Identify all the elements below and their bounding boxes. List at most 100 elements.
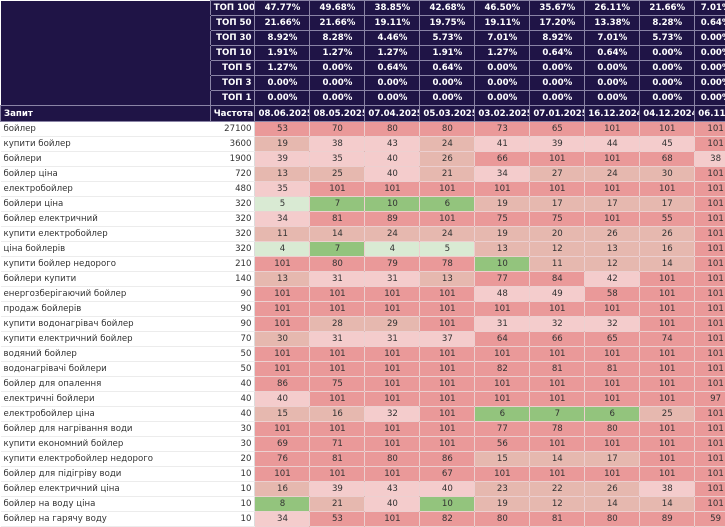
position-cell[interactable]: 101 [365, 362, 420, 377]
position-cell[interactable]: 17 [640, 197, 695, 212]
header-frequency[interactable]: Частота [210, 106, 255, 122]
position-cell[interactable]: 64 [475, 332, 530, 347]
position-cell[interactable]: 17 [585, 452, 640, 467]
frequency-cell[interactable]: 10 [210, 482, 255, 497]
position-cell[interactable]: 101 [475, 182, 530, 197]
top-stat-value[interactable]: 7.01% [695, 1, 725, 16]
top-stat-value[interactable]: 7.01% [475, 31, 530, 46]
position-cell[interactable]: 101 [640, 377, 695, 392]
top-stat-value[interactable]: 0.64% [695, 16, 725, 31]
position-cell[interactable]: 101 [255, 362, 310, 377]
top-stat-value[interactable]: 0.00% [640, 91, 695, 106]
position-cell[interactable]: 5 [255, 197, 310, 212]
top-stat-value[interactable]: 0.00% [585, 76, 640, 91]
frequency-cell[interactable]: 30 [210, 437, 255, 452]
header-date[interactable]: 16.12.2024 [585, 106, 640, 122]
frequency-cell[interactable]: 40 [210, 377, 255, 392]
position-cell[interactable]: 13 [420, 272, 475, 287]
position-cell[interactable]: 101 [420, 437, 475, 452]
position-cell[interactable]: 101 [420, 362, 475, 377]
position-cell[interactable]: 101 [695, 497, 725, 512]
position-cell[interactable]: 101 [695, 317, 725, 332]
position-cell[interactable]: 66 [475, 152, 530, 167]
position-cell[interactable]: 101 [530, 377, 585, 392]
position-cell[interactable]: 101 [420, 212, 475, 227]
position-cell[interactable]: 66 [530, 332, 585, 347]
position-cell[interactable]: 86 [255, 377, 310, 392]
position-cell[interactable]: 101 [640, 392, 695, 407]
top-stat-value[interactable]: 46.50% [475, 1, 530, 16]
top-stat-value[interactable]: 0.64% [420, 61, 475, 76]
position-cell[interactable]: 73 [475, 122, 530, 137]
position-cell[interactable]: 19 [475, 197, 530, 212]
header-date[interactable]: 08.06.2025 [255, 106, 310, 122]
keyword-cell[interactable]: купити бойлер [1, 137, 211, 152]
position-cell[interactable]: 101 [585, 122, 640, 137]
position-cell[interactable]: 43 [365, 482, 420, 497]
position-cell[interactable]: 101 [585, 182, 640, 197]
position-cell[interactable]: 101 [310, 422, 365, 437]
position-cell[interactable]: 30 [640, 167, 695, 182]
position-cell[interactable]: 78 [420, 257, 475, 272]
position-cell[interactable]: 67 [420, 467, 475, 482]
frequency-cell[interactable]: 1900 [210, 152, 255, 167]
position-cell[interactable]: 101 [640, 272, 695, 287]
position-cell[interactable]: 101 [695, 212, 725, 227]
frequency-cell[interactable]: 30 [210, 422, 255, 437]
position-cell[interactable]: 31 [310, 272, 365, 287]
position-cell[interactable]: 101 [365, 422, 420, 437]
top-stat-value[interactable]: 0.00% [585, 91, 640, 106]
position-cell[interactable]: 14 [640, 497, 695, 512]
top-stat-value[interactable]: 0.00% [695, 46, 725, 61]
position-cell[interactable]: 101 [640, 347, 695, 362]
position-cell[interactable]: 71 [310, 437, 365, 452]
top-stat-value[interactable]: 0.00% [585, 61, 640, 76]
position-cell[interactable]: 34 [255, 212, 310, 227]
position-cell[interactable]: 101 [585, 212, 640, 227]
position-cell[interactable]: 101 [475, 347, 530, 362]
position-cell[interactable]: 101 [695, 377, 725, 392]
position-cell[interactable]: 40 [365, 152, 420, 167]
position-cell[interactable]: 26 [420, 152, 475, 167]
top-stat-value[interactable]: 0.00% [640, 46, 695, 61]
position-cell[interactable]: 80 [585, 512, 640, 527]
position-cell[interactable]: 38 [695, 152, 725, 167]
position-cell[interactable]: 101 [585, 437, 640, 452]
position-cell[interactable]: 59 [695, 512, 725, 527]
position-cell[interactable]: 101 [585, 347, 640, 362]
top-stat-value[interactable]: 21.66% [255, 16, 310, 31]
position-cell[interactable]: 39 [310, 482, 365, 497]
position-cell[interactable]: 19 [255, 137, 310, 152]
header-date[interactable]: 06.11.24 [695, 106, 725, 122]
top-stat-value[interactable]: 17.20% [530, 16, 585, 31]
position-cell[interactable]: 26 [640, 227, 695, 242]
position-cell[interactable]: 101 [585, 377, 640, 392]
position-cell[interactable]: 101 [310, 347, 365, 362]
position-cell[interactable]: 43 [365, 137, 420, 152]
position-cell[interactable]: 78 [530, 422, 585, 437]
position-cell[interactable]: 101 [585, 467, 640, 482]
position-cell[interactable]: 17 [530, 197, 585, 212]
top-stat-value[interactable]: 4.46% [365, 31, 420, 46]
top-stat-value[interactable]: 49.68% [310, 1, 365, 16]
frequency-cell[interactable]: 90 [210, 302, 255, 317]
top-stat-value[interactable]: 35.67% [530, 1, 585, 16]
position-cell[interactable]: 80 [420, 122, 475, 137]
position-cell[interactable]: 80 [365, 452, 420, 467]
position-cell[interactable]: 101 [695, 227, 725, 242]
top-stat-value[interactable]: 0.00% [530, 91, 585, 106]
frequency-cell[interactable]: 20 [210, 452, 255, 467]
position-cell[interactable]: 27 [530, 167, 585, 182]
top-stat-value[interactable]: 0.00% [420, 76, 475, 91]
top-stat-value[interactable]: 1.91% [255, 46, 310, 61]
frequency-cell[interactable]: 720 [210, 167, 255, 182]
position-cell[interactable]: 37 [420, 332, 475, 347]
position-cell[interactable]: 58 [585, 287, 640, 302]
position-cell[interactable]: 24 [365, 227, 420, 242]
position-cell[interactable]: 25 [310, 167, 365, 182]
position-cell[interactable]: 6 [420, 197, 475, 212]
top-stat-value[interactable]: 21.66% [310, 16, 365, 31]
position-cell[interactable]: 28 [310, 317, 365, 332]
keyword-cell[interactable]: бойлер електричний ціна [1, 482, 211, 497]
position-cell[interactable]: 101 [640, 182, 695, 197]
